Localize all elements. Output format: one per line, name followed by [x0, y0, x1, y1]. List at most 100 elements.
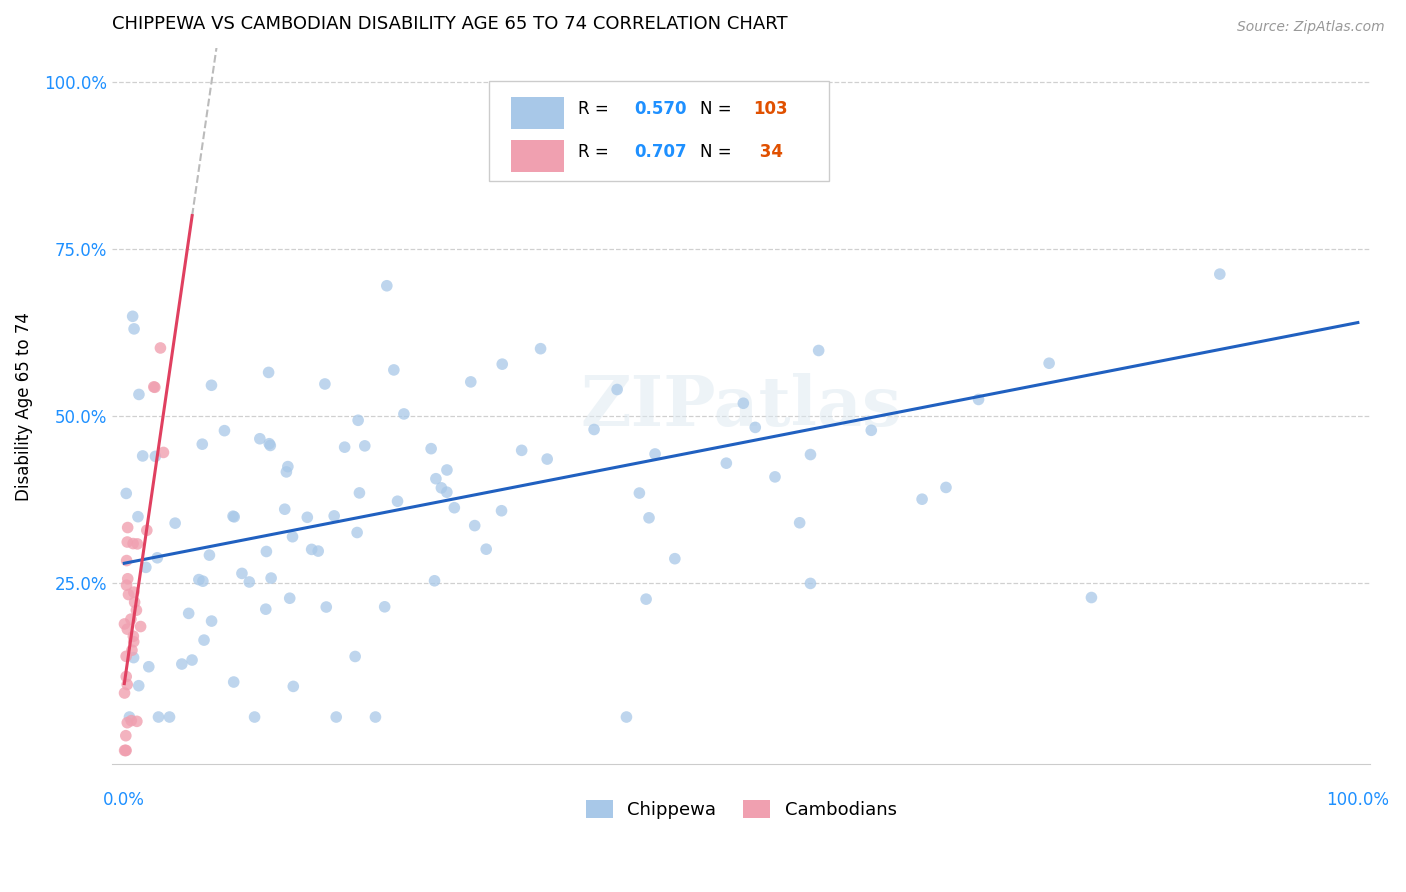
Point	[375, 278, 398, 293]
Point	[243, 710, 266, 724]
Point	[193, 633, 215, 648]
Point	[644, 447, 666, 461]
Point	[789, 516, 811, 530]
Point	[274, 502, 297, 516]
Point	[200, 614, 222, 628]
Point	[744, 420, 766, 434]
Point	[198, 548, 221, 562]
Point	[115, 743, 138, 757]
Point	[733, 396, 755, 410]
Point	[170, 657, 193, 671]
Point	[491, 357, 513, 371]
Point	[1209, 267, 1232, 281]
Point	[387, 494, 409, 508]
Point	[115, 649, 138, 664]
Point	[333, 440, 356, 454]
Point	[254, 544, 277, 558]
Point	[799, 448, 821, 462]
Point	[464, 518, 486, 533]
Point	[382, 363, 405, 377]
Point	[128, 387, 150, 401]
Point	[177, 607, 200, 621]
Point	[349, 486, 371, 500]
Point	[117, 572, 139, 586]
Point	[636, 592, 658, 607]
Text: CHIPPEWA VS CAMBODIAN DISABILITY AGE 65 TO 74 CORRELATION CHART: CHIPPEWA VS CAMBODIAN DISABILITY AGE 65 …	[112, 15, 787, 33]
Point	[191, 437, 214, 451]
Text: R =: R =	[578, 100, 613, 119]
Point	[353, 439, 375, 453]
Point	[120, 714, 142, 728]
Text: Source: ZipAtlas.com: Source: ZipAtlas.com	[1237, 20, 1385, 34]
Text: 0.570: 0.570	[634, 100, 686, 119]
Point	[148, 710, 170, 724]
Point	[131, 449, 153, 463]
Point	[257, 436, 280, 450]
Point	[392, 407, 415, 421]
Text: 0.0%: 0.0%	[104, 790, 145, 808]
Point	[200, 378, 222, 392]
Point	[616, 710, 638, 724]
Point	[222, 509, 245, 524]
Point	[117, 520, 139, 534]
Point	[628, 486, 651, 500]
Point	[187, 573, 209, 587]
Point	[117, 535, 139, 549]
Point	[214, 424, 236, 438]
Point	[120, 612, 142, 626]
Point	[763, 470, 786, 484]
Point	[638, 511, 661, 525]
Point	[347, 413, 370, 427]
Point	[314, 376, 336, 391]
Point	[238, 574, 260, 589]
Text: N =: N =	[700, 144, 731, 161]
Point	[114, 616, 136, 631]
Point	[346, 525, 368, 540]
Point	[115, 486, 138, 500]
Point	[799, 576, 821, 591]
Point	[142, 380, 165, 394]
Point	[807, 343, 830, 358]
Point	[278, 591, 301, 606]
Legend: Chippewa, Cambodians: Chippewa, Cambodians	[578, 793, 904, 826]
Point	[127, 509, 149, 524]
Point	[125, 714, 148, 729]
Point	[128, 679, 150, 693]
Point	[135, 560, 157, 574]
Point	[420, 442, 443, 456]
Point	[583, 422, 606, 436]
Point	[260, 571, 283, 585]
Point	[911, 492, 934, 507]
Text: 103: 103	[754, 100, 789, 119]
Point	[135, 523, 157, 537]
Point	[436, 485, 458, 500]
Point	[118, 710, 141, 724]
Point	[159, 710, 181, 724]
Point	[460, 375, 482, 389]
Point	[436, 463, 458, 477]
Bar	[510, 140, 564, 172]
Point	[143, 380, 166, 394]
Point	[249, 432, 271, 446]
Point	[152, 445, 174, 459]
Point	[121, 643, 143, 657]
Point	[146, 550, 169, 565]
Point	[257, 366, 280, 380]
Point	[122, 585, 145, 599]
Point	[344, 649, 367, 664]
Text: 0.707: 0.707	[634, 144, 686, 161]
Point	[114, 743, 136, 757]
Point	[181, 653, 204, 667]
Point	[325, 710, 347, 724]
Point	[536, 452, 558, 467]
Point	[165, 516, 187, 530]
Text: N =: N =	[700, 100, 731, 119]
Point	[323, 508, 346, 523]
Point	[129, 619, 152, 633]
Point	[222, 675, 245, 690]
Point	[122, 629, 145, 643]
Point	[115, 578, 138, 592]
Point	[149, 341, 172, 355]
Point	[364, 710, 387, 724]
Point	[1038, 356, 1060, 370]
